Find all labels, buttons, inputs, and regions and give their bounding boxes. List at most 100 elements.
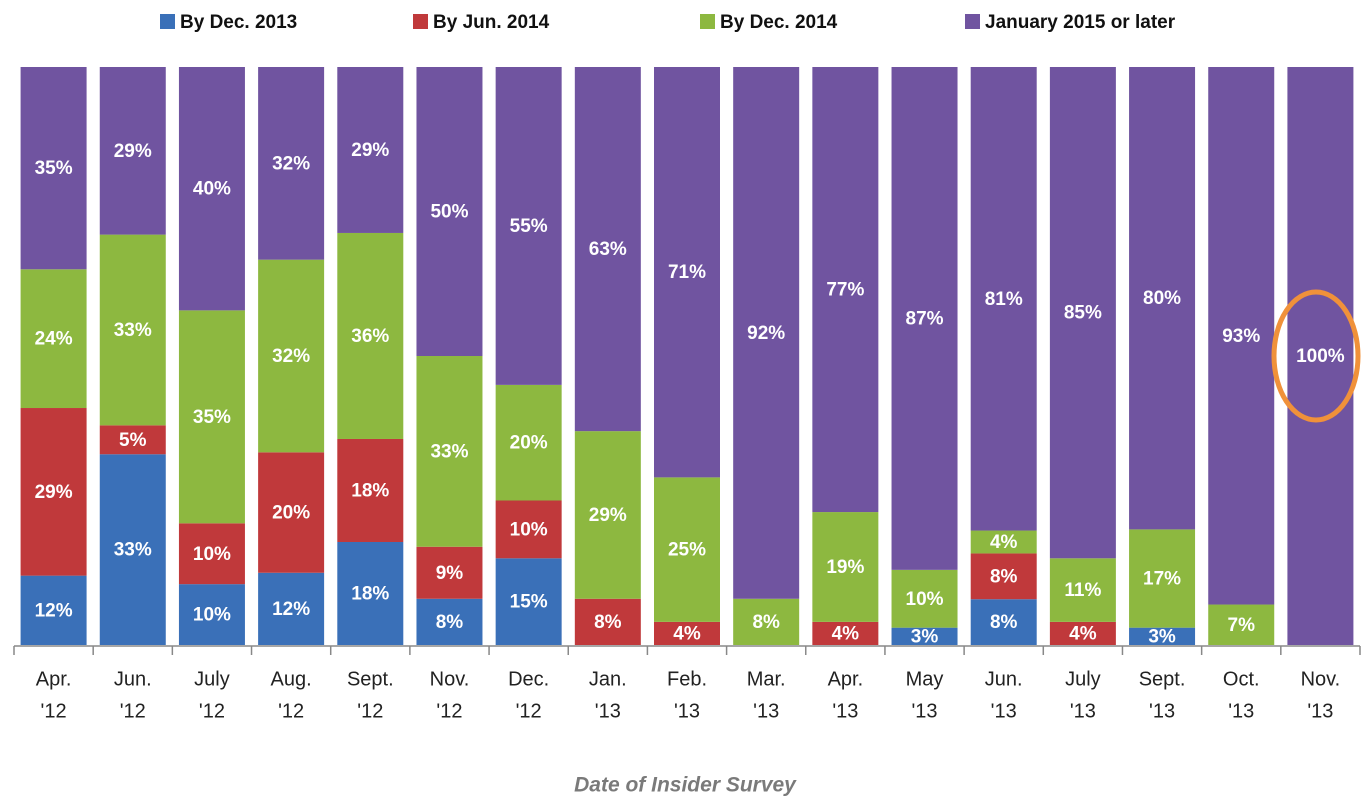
data-label: 92% (747, 323, 785, 344)
data-label: 12% (35, 600, 73, 621)
bar-segment (1208, 604, 1275, 645)
bar-segment (970, 553, 1037, 600)
data-label: 63% (589, 239, 627, 260)
legend-label: January 2015 or later (985, 12, 1176, 33)
data-label: 19% (826, 557, 864, 578)
data-label: 29% (114, 141, 152, 162)
x-tick-label: '13 (595, 700, 621, 722)
data-label: 4% (673, 623, 701, 644)
bar-segment (654, 477, 720, 622)
bar-segment (574, 67, 641, 432)
data-label: 24% (35, 329, 73, 350)
bar-segment (812, 621, 879, 645)
bar-segment (654, 67, 720, 478)
x-tick-label: Aug. (271, 668, 312, 690)
bar-segment (891, 569, 958, 628)
bar-segment (258, 452, 325, 573)
bar-segment (20, 575, 87, 645)
bar-segment (1049, 67, 1116, 559)
data-label: 4% (832, 623, 860, 644)
data-label: 20% (510, 433, 548, 454)
x-tick-label: Jan. (589, 668, 627, 690)
data-label: 8% (990, 566, 1018, 587)
data-label: 18% (351, 584, 389, 605)
x-tick-label: Dec. (508, 668, 549, 690)
bar-segment (891, 627, 958, 645)
x-tick-label: July (1065, 668, 1101, 690)
data-label: 9% (436, 563, 464, 584)
data-label: 50% (430, 202, 468, 223)
data-label: 33% (114, 540, 152, 561)
data-label: 15% (510, 592, 548, 613)
bar-segment (574, 598, 641, 645)
legend-swatch (700, 14, 715, 29)
x-tick-label: '13 (1228, 700, 1254, 722)
data-label: 8% (990, 612, 1018, 633)
data-label: 3% (1148, 626, 1176, 647)
data-label: 55% (510, 216, 548, 237)
data-label: 29% (35, 482, 73, 503)
data-label: 4% (990, 532, 1018, 553)
data-label: 5% (119, 430, 147, 451)
bar-segment (337, 67, 404, 233)
x-tick-label: '13 (753, 700, 779, 722)
data-label: 29% (351, 140, 389, 161)
data-label: 18% (351, 481, 389, 502)
legend-label: By Dec. 2014 (720, 12, 838, 33)
bar-segment (99, 425, 166, 455)
data-label: 8% (752, 612, 780, 633)
x-tick-label: Nov. (430, 668, 470, 690)
bar-segment (337, 232, 404, 439)
data-label: 81% (985, 289, 1023, 310)
bar-segment (1129, 529, 1196, 628)
bar-segment (1208, 67, 1275, 605)
data-label: 35% (35, 158, 73, 179)
x-tick-label: '13 (832, 700, 858, 722)
x-tick-label: Feb. (667, 668, 707, 690)
data-label: 40% (193, 179, 231, 200)
bar-segment (20, 67, 87, 270)
x-tick-label: '12 (199, 700, 225, 722)
data-label: 10% (193, 544, 231, 565)
bar-segment (337, 541, 404, 645)
bar-segment (416, 356, 483, 547)
legend-label: By Dec. 2013 (180, 12, 297, 33)
data-label: 33% (114, 320, 152, 341)
bar-segment (1287, 67, 1354, 645)
data-label: 93% (1222, 326, 1260, 347)
data-label: 10% (906, 589, 944, 610)
bar-segment (733, 598, 800, 645)
x-tick-label: '12 (357, 700, 383, 722)
bar-segment (178, 584, 245, 645)
x-tick-label: '12 (278, 700, 304, 722)
data-label: 71% (668, 262, 706, 283)
x-tick-label: '12 (120, 700, 146, 722)
bar-segment (812, 512, 879, 622)
bar-segment (495, 384, 562, 501)
x-tick-label: Apr. (828, 668, 864, 690)
data-label: 80% (1143, 288, 1181, 309)
bar-segment (99, 67, 166, 235)
data-label: 10% (510, 519, 548, 540)
bar-segment (20, 269, 87, 409)
bar-segment (970, 530, 1037, 554)
bar-segment (1129, 627, 1196, 645)
bar-segment (20, 408, 87, 576)
bar-segment (99, 454, 166, 645)
data-label: 12% (272, 599, 310, 620)
x-tick-label: '13 (1307, 700, 1333, 722)
bar-segment (258, 572, 325, 645)
data-label: 85% (1064, 303, 1102, 324)
bar-segment (416, 598, 483, 645)
bar-segment (99, 234, 166, 426)
data-label: 25% (668, 540, 706, 561)
data-label: 20% (272, 503, 310, 524)
data-label: 32% (272, 153, 310, 174)
bar-segment (1049, 621, 1116, 645)
x-tick-label: '13 (1070, 700, 1096, 722)
highlight-circle (1271, 289, 1361, 423)
data-label: 17% (1143, 569, 1181, 590)
bar-segment (970, 67, 1037, 531)
data-label: 4% (1069, 623, 1097, 644)
